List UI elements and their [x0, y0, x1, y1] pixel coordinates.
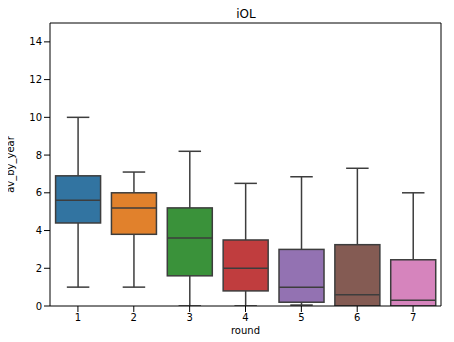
svg-text:round: round — [231, 325, 260, 334]
svg-text:0: 0 — [36, 301, 42, 312]
svg-text:7: 7 — [410, 312, 416, 323]
svg-text:10: 10 — [29, 112, 42, 123]
html-text:iOL: iOL — [236, 7, 256, 21]
svg-text:12: 12 — [29, 74, 42, 85]
svg-text:av_by_year: av_by_year — [8, 135, 17, 193]
svg-text:6: 6 — [354, 312, 360, 323]
svg-text:1: 1 — [75, 312, 81, 323]
svg-text:6: 6 — [36, 187, 42, 198]
svg-text:3: 3 — [186, 312, 192, 323]
svg-text:5: 5 — [298, 312, 304, 323]
svg-text:14: 14 — [29, 36, 42, 47]
svg-text:8: 8 — [36, 150, 42, 161]
svg-text:4: 4 — [242, 312, 248, 323]
svg-text:2: 2 — [36, 263, 42, 274]
svg-text:2: 2 — [131, 312, 137, 323]
svg-text:4: 4 — [36, 225, 42, 236]
